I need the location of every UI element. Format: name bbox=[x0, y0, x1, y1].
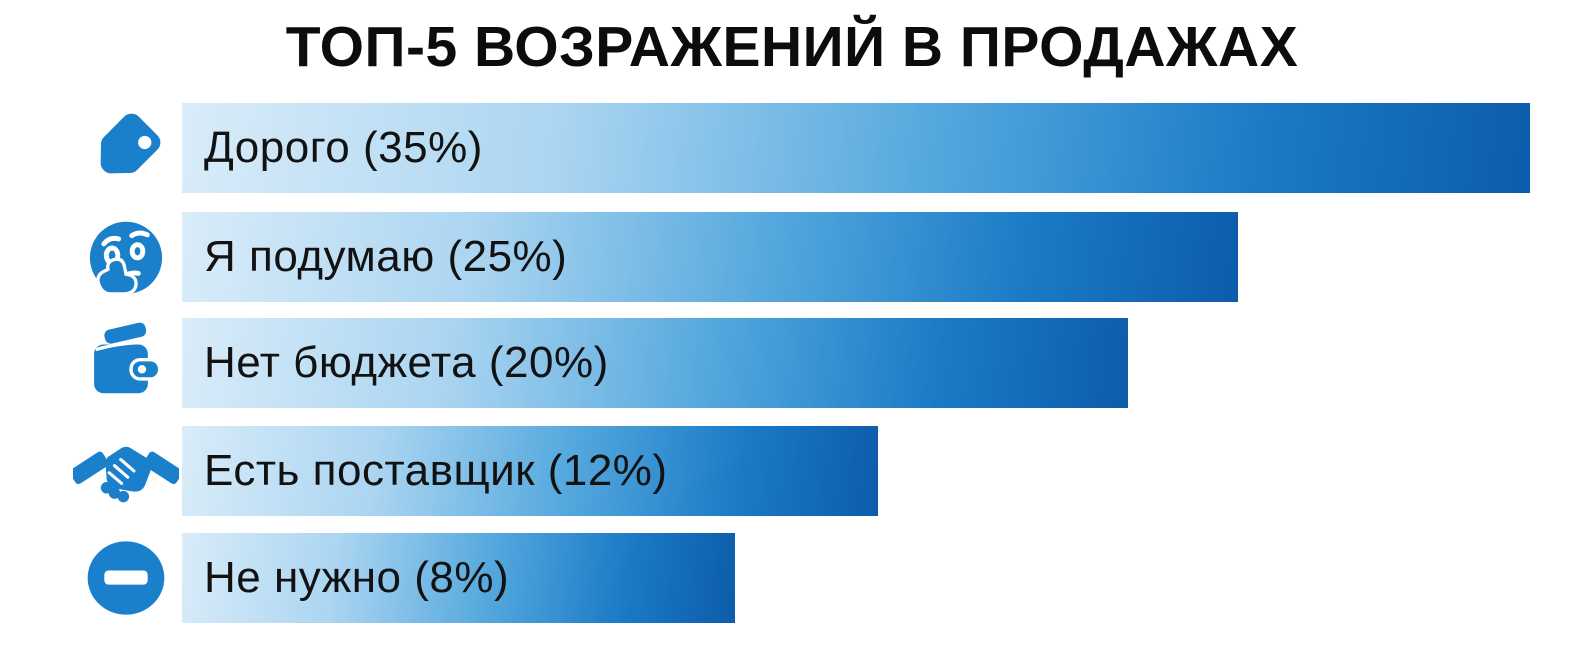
bar-row: Есть поставщик (12%) bbox=[0, 426, 1584, 516]
bar: Нет бюджета (20%) bbox=[182, 318, 1128, 408]
wallet-icon bbox=[70, 318, 182, 408]
bar-label: Есть поставщик (12%) bbox=[204, 446, 668, 495]
bar-row: Дорого (35%) bbox=[0, 103, 1584, 193]
bar: Не нужно (8%) bbox=[182, 533, 735, 623]
bar-label: Нет бюджета (20%) bbox=[204, 338, 609, 387]
bar-row: Я подумаю (25%) bbox=[0, 212, 1584, 302]
bar-row: Не нужно (8%) bbox=[0, 533, 1584, 623]
bar-chart: Дорого (35%) Я подума bbox=[0, 103, 1584, 643]
bar: Есть поставщик (12%) bbox=[182, 426, 878, 516]
bar: Я подумаю (25%) bbox=[182, 212, 1238, 302]
bar-row: Нет бюджета (20%) bbox=[0, 318, 1584, 408]
price-tag-icon bbox=[70, 103, 182, 193]
no-entry-icon bbox=[70, 533, 182, 623]
page-title: ТОП-5 ВОЗРАЖЕНИЙ В ПРОДАЖАХ bbox=[285, 15, 1299, 79]
bar-label: Я подумаю (25%) bbox=[204, 232, 568, 281]
bar: Дорого (35%) bbox=[182, 103, 1530, 193]
thinking-face-icon bbox=[70, 212, 182, 302]
bar-label: Дорого (35%) bbox=[204, 123, 483, 172]
handshake-icon bbox=[70, 426, 182, 516]
bar-label: Не нужно (8%) bbox=[204, 553, 510, 602]
